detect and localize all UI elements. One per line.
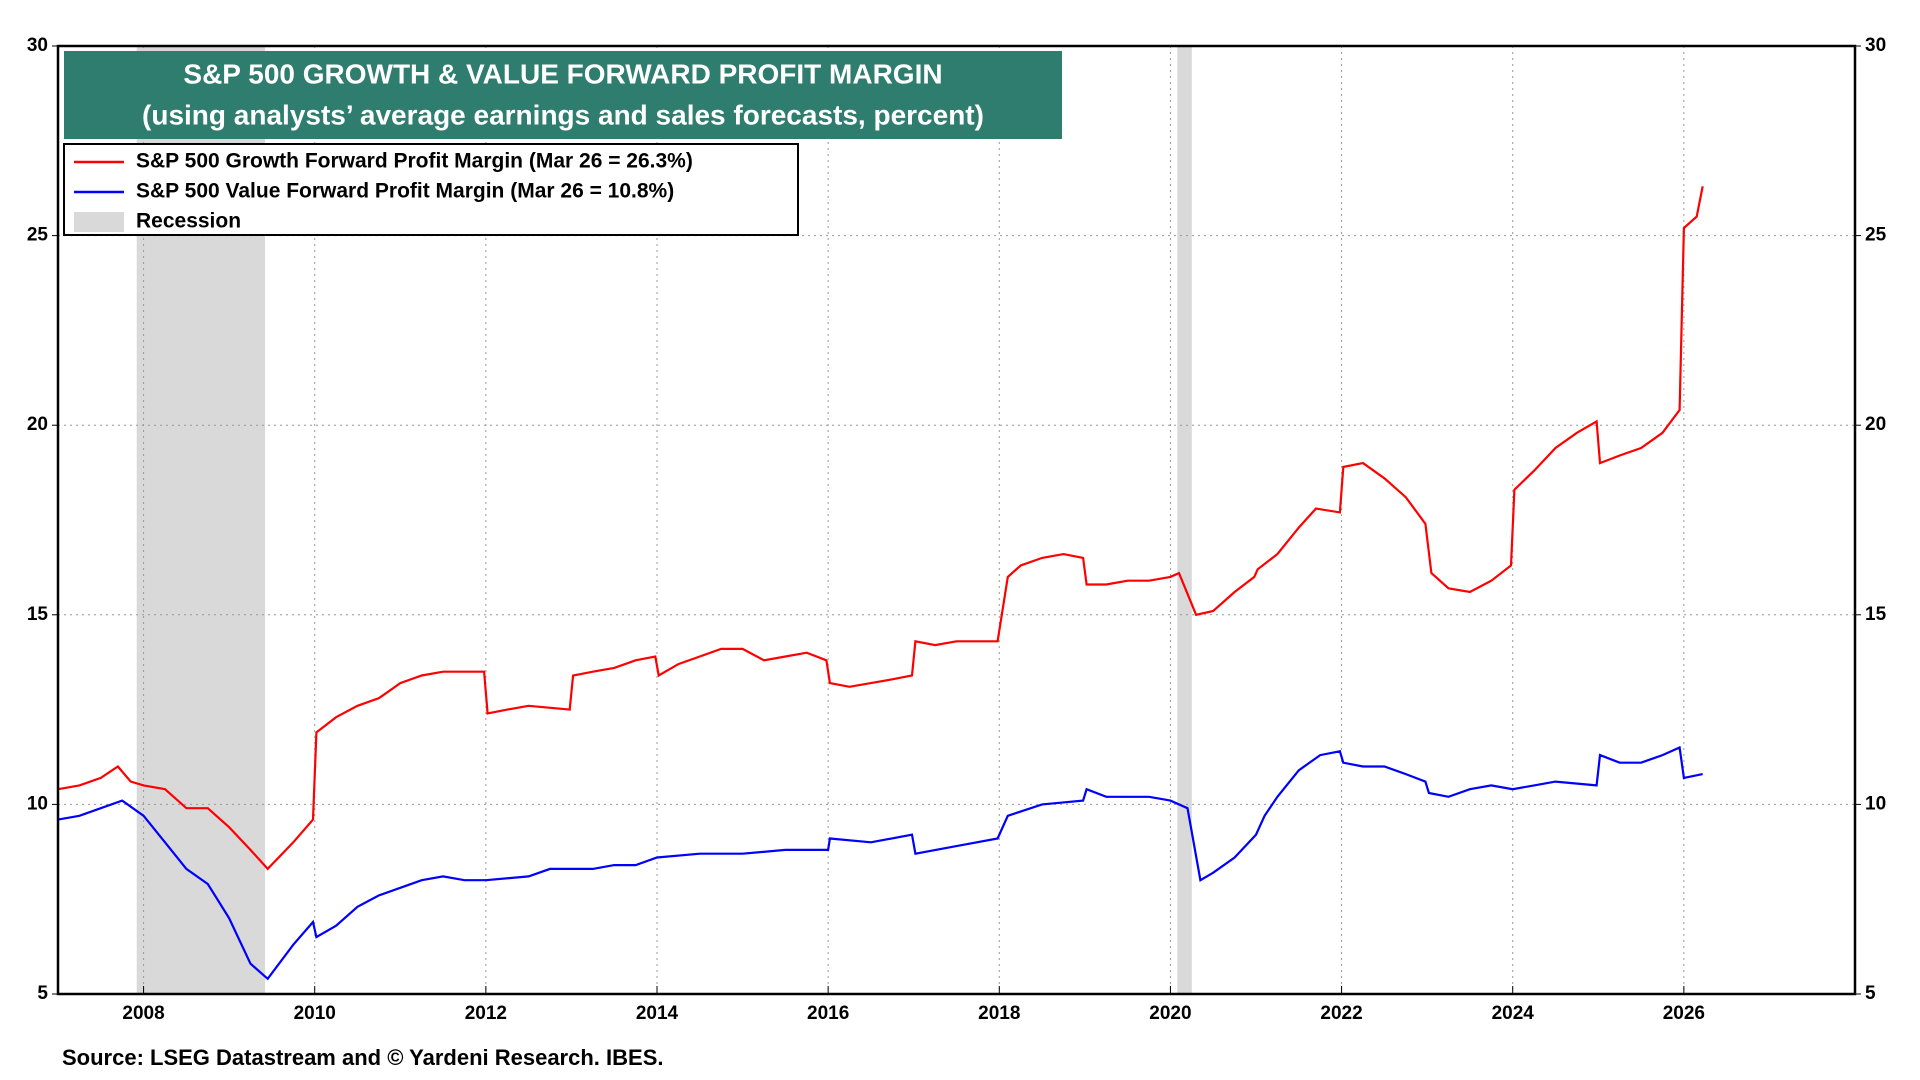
y-tick-label: 20 bbox=[27, 414, 48, 435]
y-tick-label: 15 bbox=[27, 604, 49, 625]
recession-band bbox=[1177, 46, 1192, 994]
y2-tick-label: 5 bbox=[1865, 983, 1876, 1004]
x-tick-label: 2016 bbox=[807, 1003, 849, 1024]
x-tick-label: 2010 bbox=[294, 1003, 336, 1024]
plot-frame bbox=[56, 44, 1857, 996]
legend-label: S&P 500 Growth Forward Profit Margin (Ma… bbox=[136, 150, 693, 173]
x-tick-label: 2008 bbox=[122, 1003, 164, 1024]
x-tick-label: 2020 bbox=[1149, 1003, 1191, 1024]
x-tick-label: 2024 bbox=[1492, 1003, 1535, 1024]
title-box bbox=[64, 51, 1062, 139]
y-tick-label: 5 bbox=[37, 983, 48, 1004]
legend-box bbox=[63, 143, 799, 236]
legend-label: S&P 500 Value Forward Profit Margin (Mar… bbox=[136, 180, 674, 203]
y-tick-label: 10 bbox=[27, 793, 48, 814]
x-tick-label: 2026 bbox=[1663, 1003, 1705, 1024]
y2-tick-label: 25 bbox=[1865, 225, 1887, 246]
x-tick-label: 2014 bbox=[636, 1003, 679, 1024]
x-tick-label: 2022 bbox=[1320, 1003, 1362, 1024]
y2-tick-label: 20 bbox=[1865, 414, 1886, 435]
y2-tick-label: 30 bbox=[1865, 35, 1886, 56]
legend-swatch bbox=[74, 212, 124, 232]
y-tick-label: 30 bbox=[27, 35, 48, 56]
x-tick-label: 2018 bbox=[978, 1003, 1020, 1024]
legend-label: Recession bbox=[136, 210, 241, 233]
series-line bbox=[57, 186, 1704, 871]
y-tick-label: 25 bbox=[27, 225, 49, 246]
y2-tick-label: 15 bbox=[1865, 604, 1887, 625]
chart-subtitle: (using analysts’ average earnings and sa… bbox=[142, 99, 984, 130]
chart-title: S&P 500 GROWTH & VALUE FORWARD PROFIT MA… bbox=[183, 58, 942, 89]
y2-tick-label: 10 bbox=[1865, 793, 1886, 814]
x-tick-label: 2012 bbox=[465, 1003, 507, 1024]
source-note: Source: LSEG Datastream and © Yardeni Re… bbox=[62, 1045, 663, 1070]
series-line bbox=[57, 745, 1703, 981]
